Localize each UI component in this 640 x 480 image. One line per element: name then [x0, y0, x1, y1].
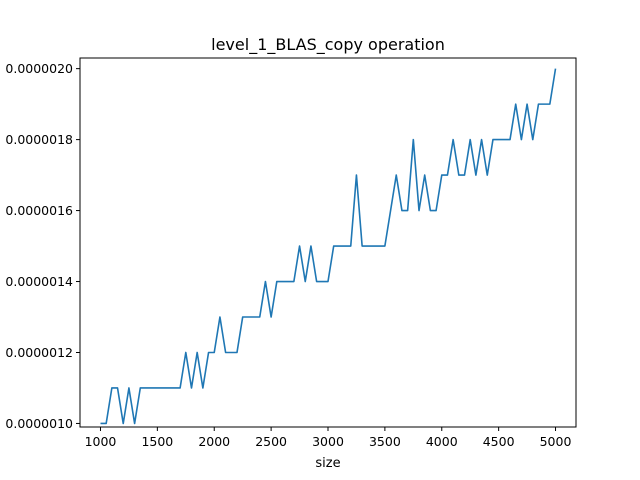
x-axis-label: size — [315, 456, 340, 471]
y-axis: 0.0000010 0.0000012 0.0000014 0.0000016 0.00… — [5, 61, 80, 431]
y-tick-label: 0.0000010 — [5, 416, 73, 431]
x-tick-label: 3000 — [312, 434, 344, 449]
x-axis: 1000 1500 2000 2500 3000 3500 4000 4500 5000 — [85, 427, 572, 449]
series-line-0 — [100, 68, 557, 425]
y-tick-label: 0.0000012 — [5, 345, 73, 360]
x-tick-label: 1000 — [85, 434, 117, 449]
x-tick-label: 2500 — [255, 434, 287, 449]
y-tick-label: 0.0000020 — [5, 61, 73, 76]
y-tick-label: 0.0000016 — [5, 203, 73, 218]
chart-title: level_1_BLAS_copy operation — [211, 35, 445, 55]
plot-area — [100, 68, 557, 425]
x-tick-label: 4500 — [483, 434, 515, 449]
y-tick-label: 0.0000018 — [5, 132, 73, 147]
y-tick-label: 0.0000014 — [5, 274, 73, 289]
x-tick-label: 1500 — [141, 434, 173, 449]
x-tick-label: 2000 — [198, 434, 230, 449]
x-tick-label: 5000 — [540, 434, 572, 449]
x-tick-label: 3500 — [369, 434, 401, 449]
x-tick-label: 4000 — [426, 434, 458, 449]
